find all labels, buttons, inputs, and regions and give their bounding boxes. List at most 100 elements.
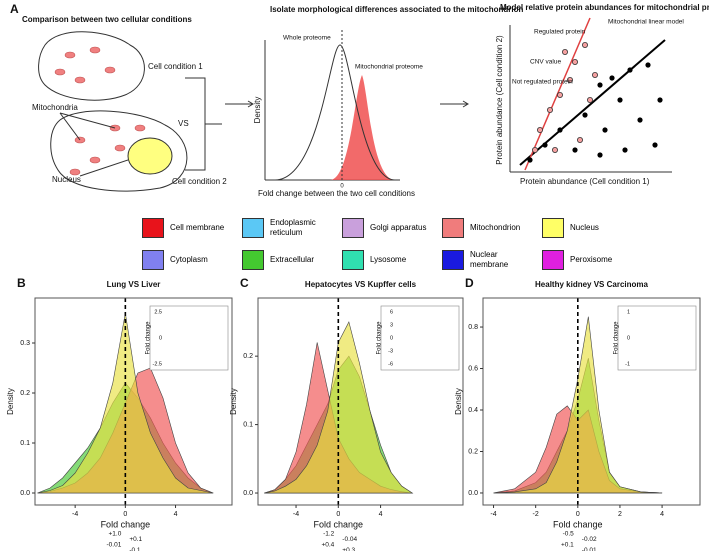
inset-frame xyxy=(149,305,229,371)
annotation: +0.3 xyxy=(342,547,355,551)
legend-swatch xyxy=(542,218,564,238)
inset-tick-label: 0 xyxy=(159,335,162,341)
inset-y-label: Fold change xyxy=(377,321,383,355)
arrow xyxy=(225,100,254,108)
bracket xyxy=(185,77,222,171)
annotation: -0.01 xyxy=(107,542,122,549)
legend-label: Mitochondrion xyxy=(470,223,521,232)
legend-swatch xyxy=(342,250,364,270)
label: Cell condition 2 xyxy=(172,177,227,186)
legend-swatch xyxy=(142,250,164,270)
plot-frame xyxy=(482,297,701,506)
label: Mitochondria xyxy=(32,103,78,112)
inset-frame xyxy=(617,305,697,371)
inset-tick-label: -1 xyxy=(625,361,630,367)
label: Nucleus xyxy=(52,175,81,184)
y-tick-label: 0.0 xyxy=(20,490,30,497)
x-axis-label: Fold change xyxy=(314,519,364,529)
inset-tick-label: 0 xyxy=(390,335,393,341)
pointer xyxy=(59,112,81,141)
inset-tick-label: -2.5 xyxy=(153,361,162,367)
panel-title: Isolate morphological differences associ… xyxy=(270,5,523,14)
y-axis-label: Density xyxy=(229,388,238,415)
annotation: -1.2 xyxy=(323,531,335,538)
points xyxy=(532,42,599,153)
annotation: -0.01 xyxy=(582,547,597,551)
x-tick-label: 0 xyxy=(123,511,127,518)
x-tick-label: 2 xyxy=(618,511,622,518)
y-axis-label: Density xyxy=(6,388,15,415)
x-axis-label: Fold change xyxy=(553,519,603,529)
inset-tick-label: -6 xyxy=(388,361,393,367)
panel-label: D xyxy=(465,276,474,290)
plot-frame xyxy=(34,297,233,506)
panel-label: B xyxy=(17,276,26,290)
legend-label: Lysosome xyxy=(370,255,407,264)
y-tick-label: 0.2 xyxy=(243,353,253,360)
y-tick-label: 0.3 xyxy=(20,340,30,347)
legend-item: Cell membrane xyxy=(142,218,242,238)
legend-item: Peroxisome xyxy=(542,250,642,270)
mitochondria-group xyxy=(69,124,146,176)
legend-swatch xyxy=(442,218,464,238)
legend-label: Nucleus xyxy=(570,223,599,232)
y-tick-label: 0.2 xyxy=(20,390,30,397)
legend: Cell membrane Endoplasmic reticulum Golgi … xyxy=(142,218,642,274)
inset-tick-label: -3 xyxy=(388,348,393,354)
inset-y-label: Fold change xyxy=(146,321,152,355)
density-area xyxy=(264,321,414,494)
legend-label: Endoplasmic reticulum xyxy=(270,218,316,237)
y-tick-label: 0.0 xyxy=(468,490,478,497)
y-axis-label: Density xyxy=(454,388,463,415)
legend-item: Endoplasmic reticulum xyxy=(242,218,342,238)
y-tick-label: 0.4 xyxy=(468,407,478,414)
legend-swatch xyxy=(242,218,264,238)
legend-swatch xyxy=(242,250,264,270)
legend-item: Nucleus xyxy=(542,218,642,238)
x-tick-label: -4 xyxy=(72,511,78,518)
label: Not regulated protein xyxy=(512,79,573,86)
legend-label: Golgi apparatus xyxy=(370,223,427,232)
arrow xyxy=(440,100,469,108)
pointer xyxy=(59,112,116,129)
annotation: -0.1 xyxy=(129,547,141,551)
x-tick-label: 0 xyxy=(576,511,580,518)
y-tick-label: 0.8 xyxy=(468,324,478,331)
x-tick-label: -2 xyxy=(533,511,539,518)
annotation: +0.1 xyxy=(129,536,142,543)
annotation: -0.5 xyxy=(563,531,575,538)
mitochondria-group xyxy=(54,46,116,84)
y-tick-label: 0.1 xyxy=(20,440,30,447)
legend-item: Extracellular xyxy=(242,250,342,270)
x-tick-label: 4 xyxy=(379,511,383,518)
nucleus-shape xyxy=(127,137,173,175)
annotation: -0.02 xyxy=(582,536,597,543)
inset-tick-label: 1 xyxy=(627,309,630,315)
panel-title: Comparison between two cellular conditio… xyxy=(22,15,192,24)
panel-label: C xyxy=(240,276,249,290)
legend-swatch xyxy=(442,250,464,270)
legend-swatch xyxy=(542,250,564,270)
inset-y-label: Fold change xyxy=(614,321,620,355)
inset-tick-label: 2.5 xyxy=(154,309,162,315)
plot-frame xyxy=(257,297,464,506)
legend-item: Cytoplasm xyxy=(142,250,242,270)
x-tick-label: 4 xyxy=(174,511,178,518)
panel-label: A xyxy=(10,2,19,16)
cell-shape xyxy=(38,31,145,101)
axis-label: Protein abundance (Cell condition 1) xyxy=(520,177,650,186)
y-tick-label: 0.2 xyxy=(468,448,478,455)
legend-label: Nuclear membrane xyxy=(470,250,509,269)
axis-label: Density xyxy=(253,97,262,124)
points xyxy=(527,62,663,163)
panel-title: Model relative protein abundances for mi… xyxy=(500,3,709,12)
annotation: -0.04 xyxy=(342,536,357,543)
tick-label: 0 xyxy=(340,184,344,190)
label: Mitochondrial linear model xyxy=(608,19,684,26)
legend-item: Golgi apparatus xyxy=(342,218,442,238)
label: Cell condition 1 xyxy=(148,62,203,71)
label: Whole proteome xyxy=(283,35,331,42)
label: CNV value xyxy=(530,59,561,66)
